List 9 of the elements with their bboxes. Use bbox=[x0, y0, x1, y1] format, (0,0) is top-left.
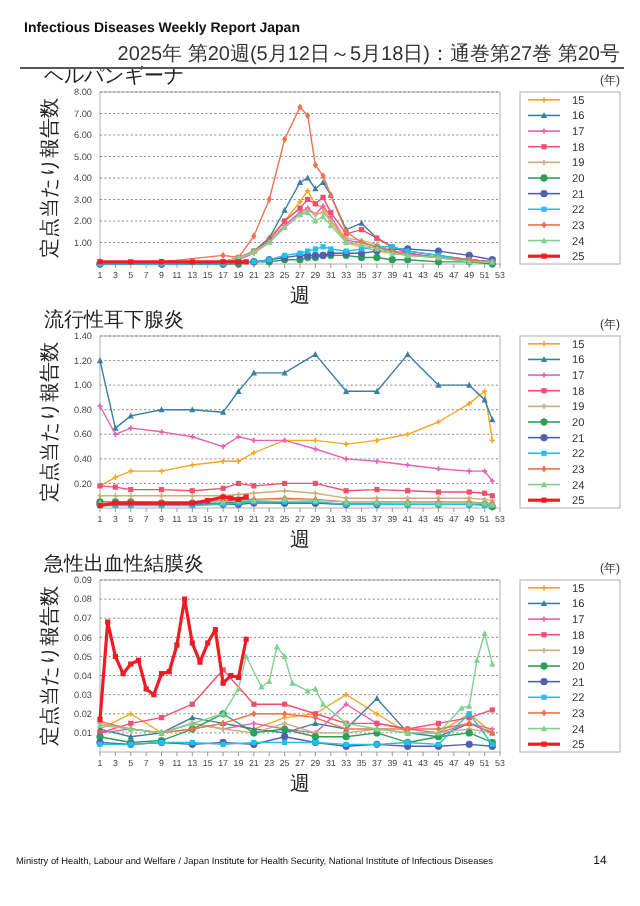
chart-title: 急性出血性結膜炎 bbox=[42, 552, 204, 576]
y-axis-title: 定点当たり報告数 bbox=[38, 98, 62, 258]
chart-title: 流行性耳下腺炎 bbox=[44, 308, 184, 332]
y-axis-title: 定点当たり報告数 bbox=[38, 586, 62, 746]
x-axis-title: 週 bbox=[290, 530, 310, 552]
x-axis-title: 週 bbox=[290, 286, 310, 308]
y-axis-title: 定点当たり報告数 bbox=[38, 342, 62, 502]
x-axis-title: 週 bbox=[290, 774, 310, 796]
text: 2025年 第20週(5月12日～5月18日)：通巻第27巻 第20号 bbox=[117, 42, 620, 66]
